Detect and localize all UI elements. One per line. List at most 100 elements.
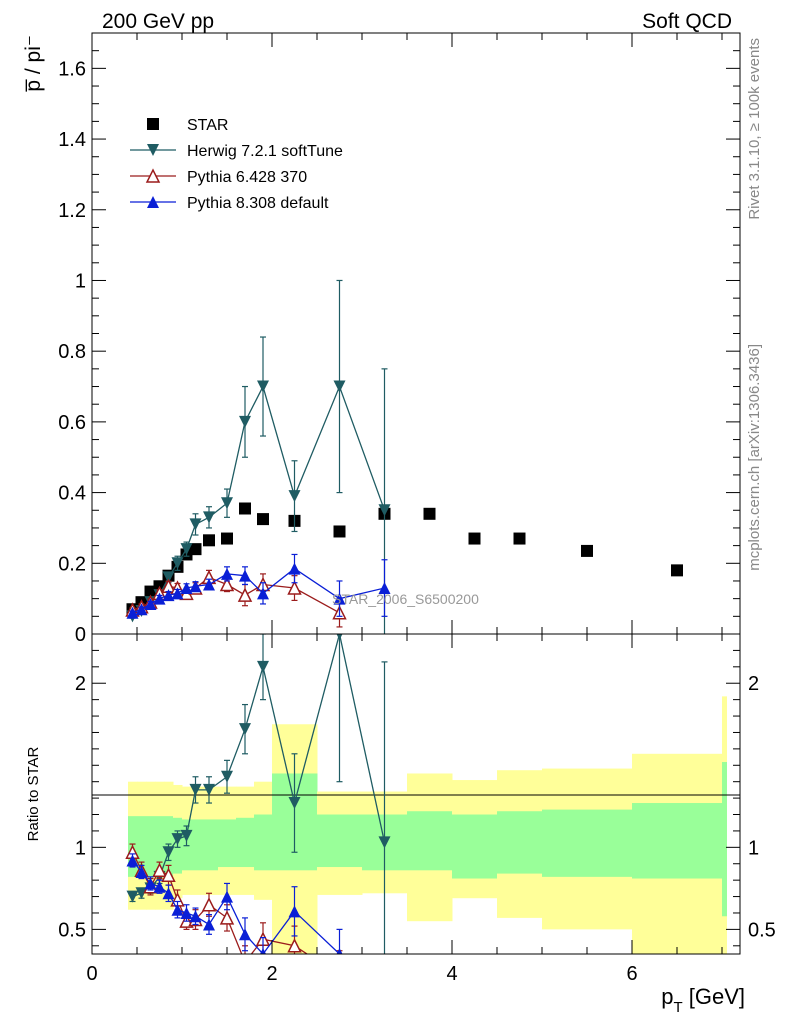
top-star-point: [221, 532, 233, 545]
uncertainty-band-inner: [191, 819, 201, 871]
top-pythia-6-428-370-point: [219, 576, 235, 592]
ratio-herwig-7-2-1-softtune-point: [203, 783, 215, 796]
ratio-pythia-8-308-default-point: [171, 903, 184, 916]
legend-pythia-6-428-370-marker: [145, 168, 161, 183]
top-star-point: [257, 513, 269, 526]
top-star-point: [468, 532, 481, 545]
legend-pythia-8-308-default-label: Pythia 8.308 default: [187, 195, 329, 212]
xtick-label: 0: [86, 963, 97, 985]
uncertainty-band-inner: [200, 819, 219, 871]
ratio-herwig-7-2-1-softtune-point: [221, 770, 233, 783]
x-axis-label: pT [GeV]: [661, 984, 745, 1016]
top-ylabel: p̅ / pi⁻: [22, 35, 45, 92]
ratio-ytick-label-right: 2: [748, 673, 759, 695]
ratio-herwig-7-2-1-softtune-point: [257, 660, 269, 673]
top-star-point: [581, 544, 593, 557]
side-label-top: Rivet 3.1.10, ≥ 100k events: [746, 38, 763, 220]
ratio-pythia-8-308-default-point: [203, 918, 215, 931]
ratio-pythia-8-308-default-point: [239, 928, 251, 941]
ratio-pythia-6-428-370-point: [161, 867, 176, 882]
uncertainty-band-inner: [155, 816, 165, 877]
top-pythia-8-308-default-point: [378, 582, 391, 595]
top-pythia-8-308-default-point: [189, 580, 202, 593]
watermark: STAR_2006_S6500200: [332, 591, 479, 607]
xtick-label: 2: [266, 963, 277, 985]
ratio-ytick-label: 1: [75, 837, 86, 859]
top-star-point: [203, 534, 215, 547]
top-pythia-8-308-default-point: [288, 562, 301, 575]
ratio-pythia-8-308-default-point: [153, 880, 166, 893]
uncertainty-band-inner: [632, 803, 723, 879]
top-herwig-7-2-1-softtune-point: [239, 415, 251, 428]
top-ytick-label: 0.6: [58, 412, 86, 434]
ratio-herwig-7-2-1-softtune-point: [189, 783, 202, 796]
top-pythia-8-308-default-point: [333, 592, 346, 605]
top-herwig-7-2-1-softtune-point: [162, 571, 175, 584]
side-label-bottom: mcplots.cern.ch [arXiv:1306.3436]: [746, 344, 763, 571]
ratio-herwig-7-2-1-softtune-point: [180, 829, 193, 842]
ratio-pythia-6-428-370-point: [334, 969, 346, 981]
uncertainty-band-inner: [317, 814, 363, 868]
top-pythia-6-428-370-point: [287, 580, 302, 595]
xtick-label: 4: [446, 963, 457, 985]
top-herwig-7-2-1-softtune-point: [171, 557, 184, 570]
top-pythia-6-428-370-point: [237, 587, 253, 602]
top-pythia-8-308-default-point: [162, 589, 175, 602]
uncertainty-band-inner: [146, 816, 156, 877]
uncertainty-band-inner: [452, 814, 498, 879]
legend-pythia-6-428-370-label: Pythia 6.428 370: [187, 169, 307, 186]
top-pythia-8-308-default-point: [180, 582, 193, 595]
top-herwig-7-2-1-softtune-point: [378, 504, 391, 517]
uncertainty-band-inner: [236, 817, 255, 868]
header-right: Soft QCD: [642, 10, 732, 33]
ratio-pythia-6-428-370-point: [219, 910, 235, 925]
top-herwig-7-2-1-softtune-point: [189, 518, 202, 531]
top-ytick-label: 1.6: [58, 58, 86, 80]
top-ytick-label: 1: [75, 270, 86, 292]
xtick-label: 6: [626, 963, 637, 985]
top-herwig-7-2-1-softtune-point: [333, 380, 346, 393]
uncertainty-band-inner: [542, 809, 633, 877]
top-pythia-8-308-default-point: [126, 606, 139, 619]
top-star-point: [333, 525, 346, 538]
top-pythia-8-308-default-point: [257, 587, 269, 600]
top-ytick-label: 0: [75, 624, 86, 646]
ratio-pythia-6-428-370-point: [287, 938, 302, 953]
legend-herwig-7-2-1-softtune-marker: [147, 144, 159, 156]
ratio-pythia-8-308-default-point: [260, 948, 266, 954]
top-star-point: [423, 507, 436, 520]
top-star-point: [513, 532, 526, 545]
top-star-point: [239, 502, 251, 515]
top-herwig-7-2-1-softtune-point: [257, 380, 269, 393]
ratio-herwig-7-2-1-softtune-point: [336, 634, 343, 640]
ratio-herwig-7-2-1-softtune-point: [162, 846, 175, 859]
top-pythia-8-308-default-point: [239, 569, 251, 582]
legend-star-marker: [147, 118, 159, 130]
ratio-herwig-7-2-1-softtune-point: [171, 833, 184, 846]
uncertainty-band-inner: [722, 762, 727, 917]
bottom-panel-frame: [91, 633, 741, 955]
header-left: 200 GeV pp: [102, 10, 214, 33]
ratio-pythia-8-308-default-point: [135, 865, 148, 878]
ratio-pythia-8-308-default-point: [189, 910, 202, 923]
uncertainty-band-inner: [407, 811, 453, 871]
bottom-ylabel: Ratio to STAR: [25, 746, 42, 841]
top-star-point: [189, 543, 202, 556]
legend: STAR Herwig 7.2.1 softTune Pythia 6.428 37…: [130, 117, 343, 212]
top-herwig-7-2-1-softtune-point: [203, 511, 215, 524]
top-herwig-7-2-1-softtune-point: [180, 543, 193, 556]
top-herwig-7-2-1-softtune-point: [288, 490, 301, 503]
top-ytick-label: 0.4: [58, 483, 86, 505]
top-pythia-8-308-default-point: [135, 603, 148, 616]
ratio-pythia-6-428-370-point: [239, 956, 251, 968]
uncertainty-band-inner: [497, 811, 543, 874]
legend-pythia-8-308-default-marker: [147, 196, 159, 208]
top-pythia-8-308-default-point: [144, 597, 157, 610]
ratio-ytick-label: 0.5: [58, 919, 86, 941]
ratio-pythia-8-308-default-point: [336, 948, 343, 954]
top-pythia-8-308-default-point: [221, 567, 233, 580]
ratio-herwig-7-2-1-softtune-point: [378, 836, 391, 849]
uncertainty-band-inner: [218, 819, 237, 868]
ratio-pythia-6-428-370-point: [201, 897, 217, 912]
uncertainty-band-inner: [137, 816, 147, 877]
